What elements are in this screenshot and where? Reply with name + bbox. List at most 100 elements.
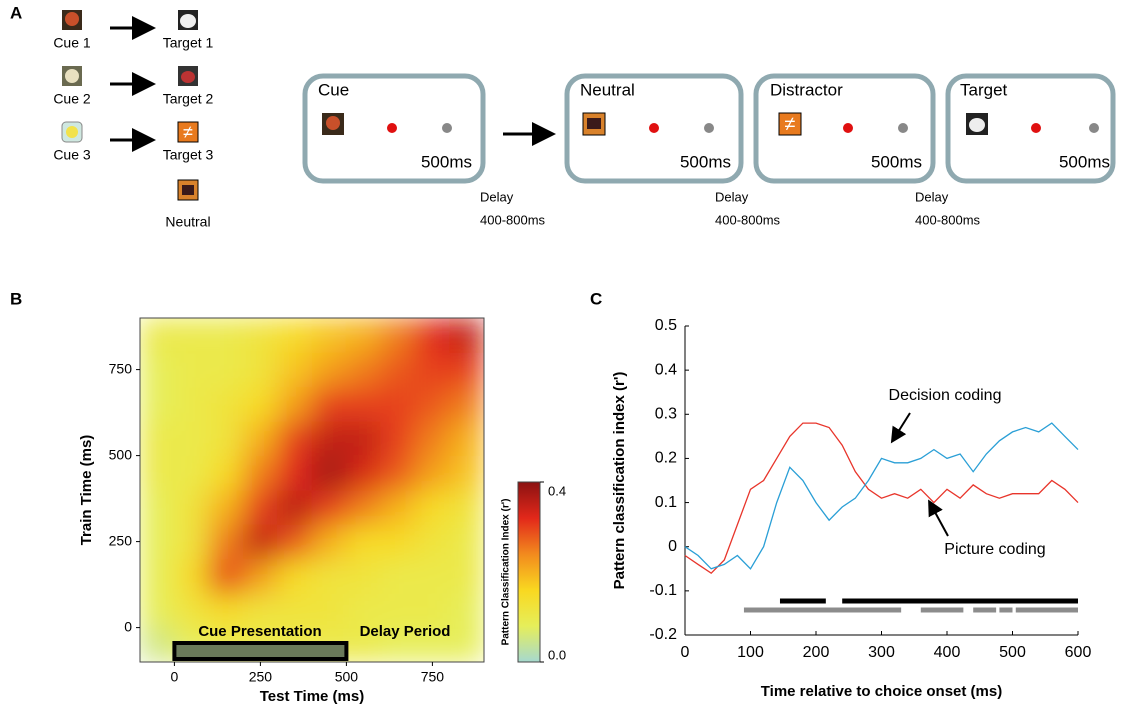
screen-title: Neutral (580, 80, 635, 99)
heatmap-cell (243, 455, 278, 490)
screen-title: Target (960, 80, 1008, 99)
delay-label: Delay (915, 189, 949, 204)
heatmap-cell (346, 455, 381, 490)
heatmap-cell (449, 455, 484, 490)
screen-duration: 500ms (680, 152, 731, 171)
cue-bar (174, 643, 346, 659)
heatmap-cell (243, 386, 278, 421)
heatmap-cell (346, 386, 381, 421)
heatmap-cell (380, 558, 415, 593)
cue-label: Cue 2 (53, 91, 91, 107)
heatmap-cell (312, 318, 347, 353)
heatmap-cell (415, 455, 450, 490)
heatmap-cell (208, 524, 243, 559)
heatmap-cell (140, 318, 175, 353)
heatmap-cell (208, 490, 243, 525)
x-axis-label: Time relative to choice onset (ms) (761, 683, 1002, 700)
heatmap-cell (346, 352, 381, 387)
heatmap-cell (140, 524, 175, 559)
heatmap-cell (415, 386, 450, 421)
heatmap-cell (174, 421, 209, 456)
y-tick-label: 500 (109, 446, 133, 462)
heatmap-cell (140, 593, 175, 628)
svg-text:≠: ≠ (785, 113, 796, 135)
heatmap-cell (415, 421, 450, 456)
y-tick-label: 0.5 (655, 317, 677, 334)
heatmap-cell (243, 524, 278, 559)
x-tick-label: 0 (171, 669, 179, 685)
y-axis-label: Pattern classification index (r') (611, 372, 628, 590)
heatmap-cell (174, 386, 209, 421)
figure: A B C ≠ ≠ Cue 1 Target 1 Cue 2 Target 2 … (0, 0, 1121, 709)
screen-duration: 500ms (871, 152, 922, 171)
heatmap-cell (449, 352, 484, 387)
heatmap-cell (277, 386, 312, 421)
heatmap-cell (208, 386, 243, 421)
heatmap-cell (243, 318, 278, 353)
heatmap-cell (208, 318, 243, 353)
x-tick-label: 300 (868, 644, 895, 661)
y-tick-label: 0 (668, 538, 677, 555)
cue-label: Cue 3 (53, 147, 91, 163)
x-tick-label: 750 (421, 669, 445, 685)
y-axis-label: Train Time (ms) (78, 435, 95, 546)
heatmap-cell (140, 455, 175, 490)
y-tick-label: 0.1 (655, 494, 677, 511)
cue-label: Cue 1 (53, 35, 91, 51)
annotation-arrow (893, 413, 910, 440)
heatmap-cell (312, 421, 347, 456)
heatmap-cell (380, 421, 415, 456)
delay-range: 400-800ms (915, 212, 981, 227)
x-axis-label: Test Time (ms) (260, 688, 364, 705)
y-tick-label: -0.1 (649, 582, 677, 599)
heatmap-cell (174, 352, 209, 387)
heatmap-cell (174, 318, 209, 353)
screen-duration: 500ms (421, 152, 472, 171)
delay-label: Delay (715, 189, 749, 204)
heatmap-cell (208, 352, 243, 387)
heatmap-cell (415, 352, 450, 387)
heatmap-cell (449, 524, 484, 559)
heatmap-cell (277, 455, 312, 490)
annotation: Cue Presentation (198, 623, 321, 640)
heatmap-cell (243, 421, 278, 456)
heatmap-cell (140, 490, 175, 525)
heatmap-cell (277, 558, 312, 593)
heatmap-cell (312, 490, 347, 525)
x-tick-label: 100 (737, 644, 764, 661)
series-label: Decision coding (889, 387, 1002, 404)
colorbar-tick-label: 0.4 (548, 483, 566, 498)
y-tick-label: -0.2 (649, 626, 677, 643)
heatmap-cell (277, 421, 312, 456)
heatmap-cell (174, 490, 209, 525)
target-label: Target 2 (163, 91, 214, 107)
x-tick-label: 200 (803, 644, 830, 661)
heatmap-cell (415, 558, 450, 593)
panel-label: B (10, 289, 22, 308)
x-tick-label: 0 (681, 644, 690, 661)
heatmap-cell (243, 490, 278, 525)
y-tick-label: 250 (109, 532, 133, 548)
y-tick-label: 0.2 (655, 450, 677, 467)
heatmap-cell (449, 490, 484, 525)
colorbar (518, 482, 540, 662)
heatmap-cell (449, 593, 484, 628)
neutral-label: Neutral (165, 214, 210, 230)
heatmap-cell (415, 318, 450, 353)
heatmap-cell (277, 352, 312, 387)
delay-range: 400-800ms (480, 212, 546, 227)
delay-range: 400-800ms (715, 212, 781, 227)
heatmap-cell (346, 421, 381, 456)
heatmap-cell (449, 627, 484, 662)
heatmap-cell (380, 524, 415, 559)
heatmap-cell (243, 558, 278, 593)
heatmap-cell (277, 524, 312, 559)
colorbar-label: Pattern Classification Index (r') (501, 499, 512, 646)
annotation: Delay Period (360, 623, 451, 640)
heatmap-cell (312, 455, 347, 490)
heatmap-cell (140, 421, 175, 456)
heatmap-cell (346, 524, 381, 559)
heatmap-cell (380, 318, 415, 353)
panel-label: A (10, 3, 22, 22)
heatmap-cell (208, 455, 243, 490)
